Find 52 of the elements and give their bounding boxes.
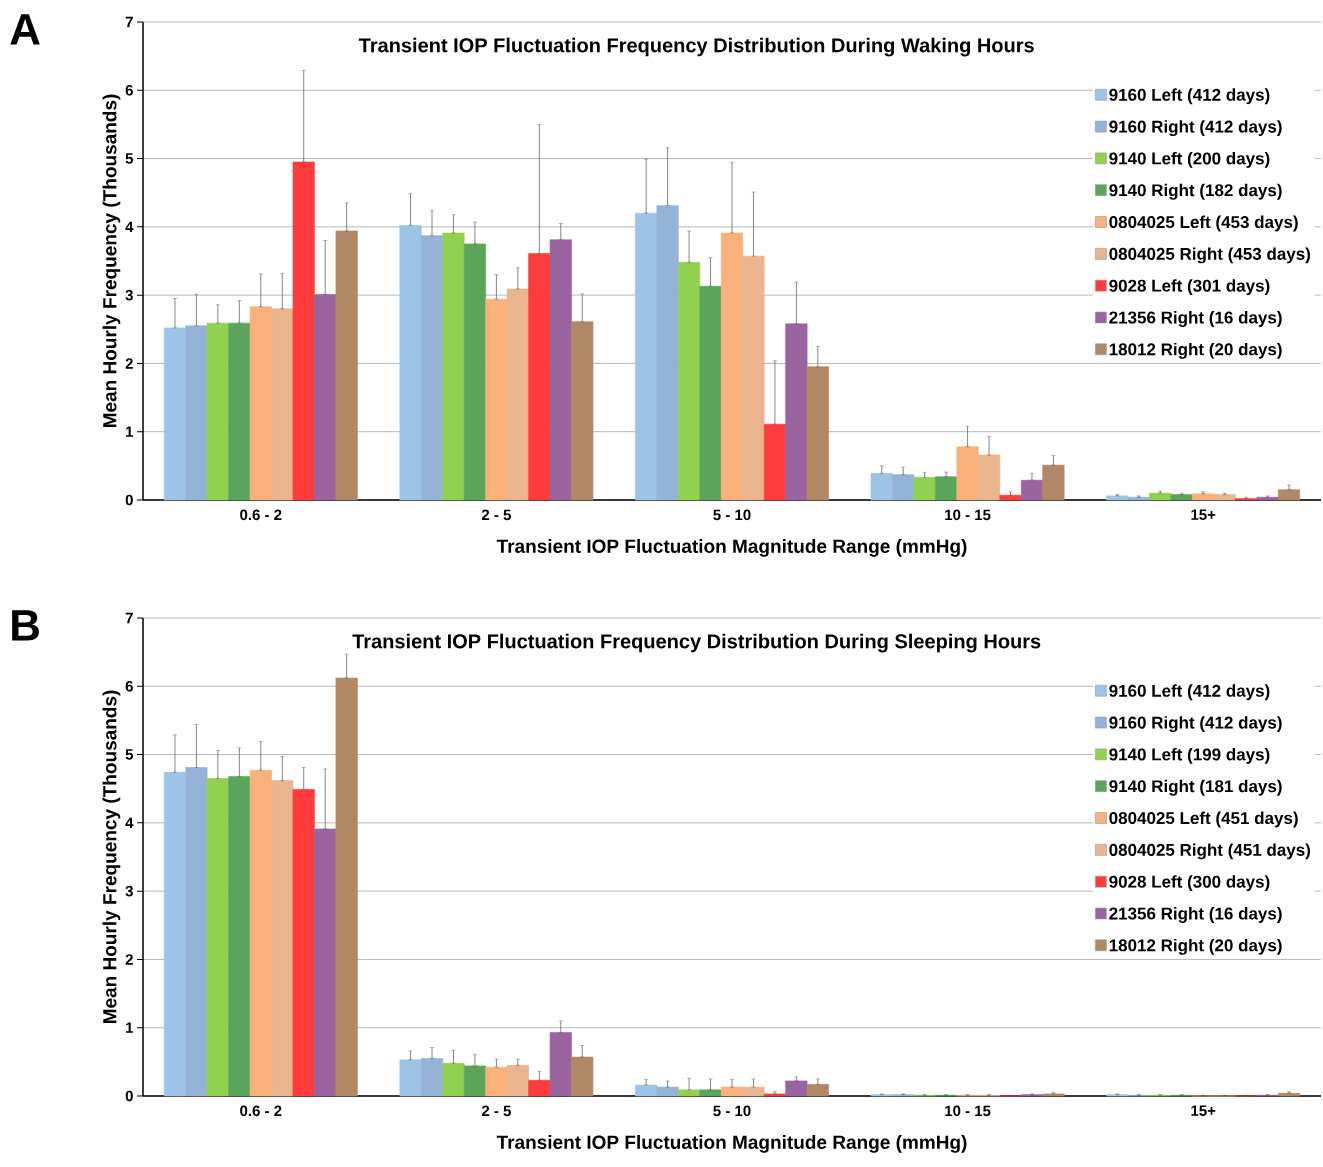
text: Transient IOP Fluctuation Frequency Distribution During Waking Hours <box>358 37 1034 57</box>
legend-label: 9028 Left (301 days) <box>1109 279 1270 296</box>
x-tick-label: 2 - 5 <box>481 1105 511 1117</box>
x-tick-label: 15+ <box>1191 509 1216 520</box>
y-tick-label: 2 <box>125 954 133 965</box>
y-tick-label: 3 <box>125 289 133 301</box>
text: A <box>10 14 40 45</box>
y-tick-label: 3 <box>125 885 133 897</box>
y-tick-label: 6 <box>125 680 133 692</box>
x-tick-label: 2 - 5 <box>481 509 511 521</box>
x-tick-label: 15+ <box>1191 1105 1216 1116</box>
y-tick-label: 0 <box>125 494 133 506</box>
y-tick-label: 6 <box>125 84 133 96</box>
x-axis-title: Transient IOP Fluctuation Magnitude Range (mmHg) <box>496 539 967 557</box>
legend-label: 0804025 Left (453 days) <box>1109 215 1298 232</box>
x-tick-label: 10 - 15 <box>945 1105 991 1117</box>
text: Transient IOP Fluctuation Frequency Distribution During Sleeping Hours <box>352 633 1041 653</box>
legend-label: 9140 Left (199 days) <box>1109 747 1270 764</box>
x-axis-title: Transient IOP Fluctuation Magnitude Range (mmHg) <box>496 1135 967 1153</box>
y-tick-label: 5 <box>125 749 134 760</box>
legend-label: 18012 Right (20 days) <box>1109 342 1282 359</box>
legend-label: 9160 Left (412 days) <box>1109 88 1270 105</box>
legend-label: 0804025 Left (451 days) <box>1109 811 1298 828</box>
text: B <box>12 610 39 641</box>
y-tick-label: 2 <box>125 358 133 369</box>
x-tick-label: 0.6 - 2 <box>240 1105 282 1117</box>
legend-label: 9140 Left (200 days) <box>1109 151 1270 168</box>
legend-label: 18012 Right (20 days) <box>1109 938 1282 955</box>
y-tick-label: 4 <box>125 817 134 829</box>
legend-label: 0804025 Right (453 days) <box>1109 247 1311 264</box>
x-tick-label: 0.6 - 2 <box>240 509 282 521</box>
legend-label: 21356 Right (16 days) <box>1109 311 1282 327</box>
y-tick-label: 4 <box>125 221 134 233</box>
y-axis-title: Mean Hourly Frequency (Thousands) <box>102 94 121 428</box>
legend-label: 9160 Left (412 days) <box>1109 684 1270 701</box>
legend-label: 21356 Right (16 days) <box>1109 907 1282 923</box>
y-tick-label: 5 <box>125 153 134 164</box>
y-tick-label: 7 <box>125 612 133 624</box>
y-tick-label: 1 <box>126 426 134 437</box>
legend-label: 9140 Right (181 days) <box>1109 779 1282 796</box>
y-axis-title: Mean Hourly Frequency (Thousands) <box>102 690 121 1024</box>
y-tick-label: 7 <box>125 16 133 28</box>
x-tick-label: 5 - 10 <box>713 1105 751 1117</box>
legend-label: 9160 Right (412 days) <box>1109 120 1282 137</box>
y-tick-label: 0 <box>125 1090 133 1102</box>
x-tick-label: 5 - 10 <box>713 509 751 521</box>
x-tick-label: 10 - 15 <box>945 509 991 521</box>
legend-label: 9028 Left (300 days) <box>1109 875 1270 892</box>
legend-label: 9160 Right (412 days) <box>1109 716 1282 733</box>
y-tick-label: 1 <box>126 1022 134 1033</box>
legend-label: 9140 Right (182 days) <box>1109 183 1282 200</box>
legend-label: 0804025 Right (451 days) <box>1109 843 1311 860</box>
